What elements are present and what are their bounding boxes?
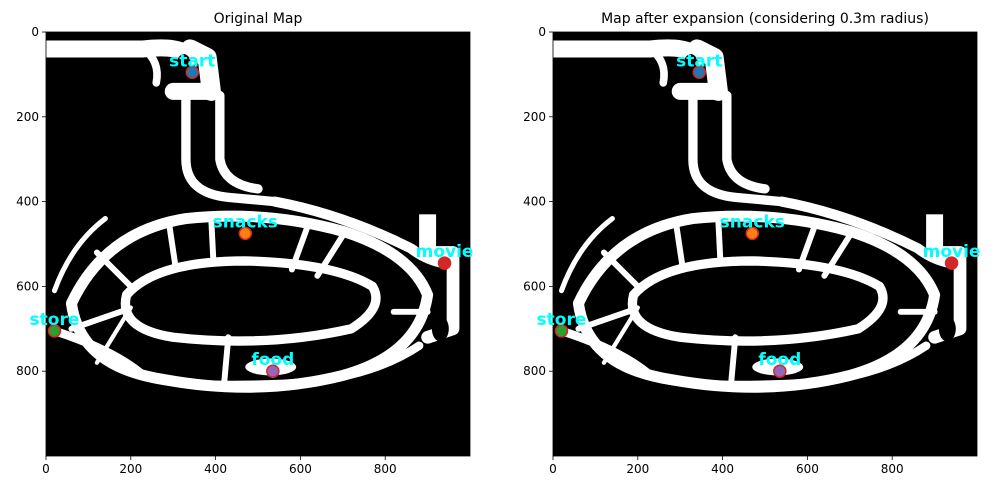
- label-start: start: [676, 51, 722, 71]
- x-tick-label: 400: [204, 462, 227, 476]
- panel-title: Map after expansion (considering 0.3m ra…: [601, 11, 929, 27]
- marker-movie: [944, 256, 959, 270]
- marker-movie: [437, 256, 452, 270]
- label-food: food: [758, 350, 801, 370]
- marker-snacks: [745, 226, 760, 241]
- marker-store: [47, 324, 62, 338]
- label-snacks: snacks: [213, 212, 278, 232]
- y-tick-label: 800: [16, 364, 39, 378]
- x-tick-label: 600: [796, 462, 819, 476]
- y-tick-label: 400: [523, 195, 546, 209]
- label-start: start: [169, 51, 215, 71]
- marker-start: [692, 65, 707, 80]
- x-tick-label: 0: [549, 462, 557, 476]
- label-store: store: [30, 310, 80, 330]
- y-tick-label: 600: [523, 279, 546, 293]
- y-tick-label: 200: [16, 110, 39, 124]
- y-tick-label: 0: [31, 25, 39, 39]
- label-store: store: [537, 310, 587, 330]
- marker-food: [266, 364, 280, 378]
- x-tick-label: 600: [289, 462, 312, 476]
- panel-title: Original Map: [214, 11, 303, 27]
- y-tick-label: 800: [523, 364, 546, 378]
- x-tick-label: 400: [711, 462, 734, 476]
- label-snacks: snacks: [720, 212, 785, 232]
- label-food: food: [251, 350, 294, 370]
- marker-snacks: [238, 226, 253, 241]
- panel-1: Original Map 0 200 400 600 800 0 200 400 600 800 st…: [16, 11, 473, 476]
- panel-2: Map after expansion (considering 0.3m ra…: [523, 11, 980, 476]
- y-tick-label: 600: [16, 279, 39, 293]
- x-tick-label: 200: [119, 462, 142, 476]
- x-tick-label: 800: [374, 462, 397, 476]
- marker-start: [185, 65, 200, 80]
- axes-frame: [45, 31, 471, 457]
- y-tick-label: 0: [538, 25, 546, 39]
- x-tick-label: 800: [881, 462, 904, 476]
- y-tick-label: 200: [523, 110, 546, 124]
- label-movie: movie: [416, 242, 474, 262]
- marker-store: [554, 324, 569, 338]
- y-tick-label: 400: [16, 195, 39, 209]
- x-tick-label: 0: [42, 462, 50, 476]
- axes-frame: [552, 31, 978, 457]
- marker-food: [773, 364, 787, 378]
- x-tick-label: 200: [626, 462, 649, 476]
- label-movie: movie: [923, 242, 981, 262]
